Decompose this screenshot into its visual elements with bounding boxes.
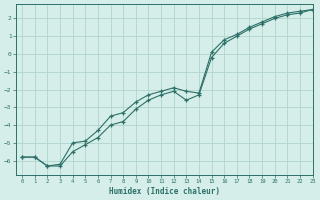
X-axis label: Humidex (Indice chaleur): Humidex (Indice chaleur) (109, 187, 220, 196)
